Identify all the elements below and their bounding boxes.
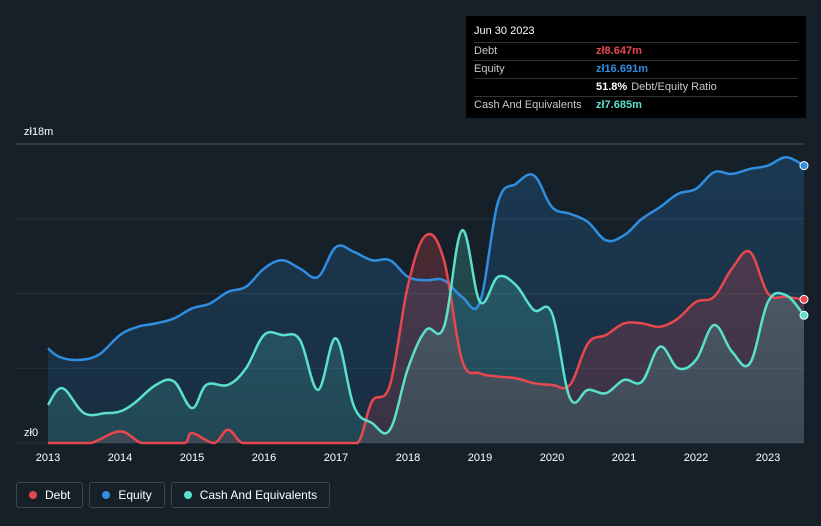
tooltip-row-debt: Debt zł8.647m (474, 43, 798, 61)
equity-dot-icon (102, 491, 111, 499)
x-tick-label: 2022 (684, 452, 708, 464)
tooltip-row-ratio: 51.8% Debt/Equity Ratio (474, 79, 798, 97)
end-marker-equity (799, 161, 809, 171)
axes: zł0 zł18m 2013 2014 2015 2016 2017 2018 2019 2020… (24, 126, 780, 464)
x-tick-label: 2015 (180, 452, 204, 464)
legend-item-debt[interactable]: Debt (16, 482, 84, 508)
debt-dot-icon (29, 491, 37, 499)
ratio-label: Debt/Equity Ratio (631, 81, 717, 93)
tooltip-row-cash: Cash And Equivalents zł7.685m (474, 97, 798, 114)
tooltip-label: Equity (474, 63, 505, 75)
y-tick-label: zł18m (24, 126, 53, 138)
x-tick-label: 2023 (756, 452, 780, 464)
tooltip: Jun 30 2023 Debt zł8.647m Equity zł16.69… (466, 16, 806, 118)
line-cash-and-equivalents (46, 229, 805, 435)
legend-label: Cash And Equivalents (199, 488, 318, 502)
y-tick-label: zł0 (24, 427, 38, 439)
cash-dot-icon (183, 491, 192, 499)
tooltip-value: zł16.691m (596, 63, 648, 75)
legend-label: Debt (45, 488, 71, 502)
x-tick-label: 2013 (36, 452, 60, 464)
end-marker-cash-and-equivalents (799, 310, 809, 320)
x-tick-label: 2014 (108, 452, 132, 464)
tooltip-value: 51.8% Debt/Equity Ratio (596, 79, 717, 96)
x-tick-label: 2016 (252, 452, 276, 464)
tooltip-label: Cash And Equivalents (474, 99, 582, 111)
area-cash-and-equivalents (48, 230, 804, 443)
series-lines (46, 156, 805, 445)
line-equity (47, 156, 805, 362)
tooltip-row-equity: Equity zł16.691m (474, 61, 798, 79)
legend-item-cash[interactable]: Cash And Equivalents (170, 482, 331, 508)
ratio-value: 51.8% (596, 81, 628, 93)
legend: Debt Equity Cash And Equivalents (16, 482, 331, 508)
x-tick-label: 2020 (540, 452, 564, 464)
x-tick-label: 2021 (612, 452, 636, 464)
legend-item-equity[interactable]: Equity (89, 482, 165, 508)
x-tick-label: 2019 (468, 452, 492, 464)
legend-label: Equity (118, 488, 152, 502)
series-areas (48, 157, 804, 444)
tooltip-value: zł8.647m (596, 45, 642, 57)
tooltip-date: Jun 30 2023 (474, 24, 798, 43)
x-tick-label: 2017 (324, 452, 348, 464)
tooltip-label: Debt (474, 45, 498, 57)
tooltip-label (474, 79, 596, 96)
end-marker-debt (799, 294, 809, 304)
tooltip-value: zł7.685m (596, 99, 642, 111)
end-markers (799, 161, 809, 320)
x-tick-label: 2018 (396, 452, 420, 464)
